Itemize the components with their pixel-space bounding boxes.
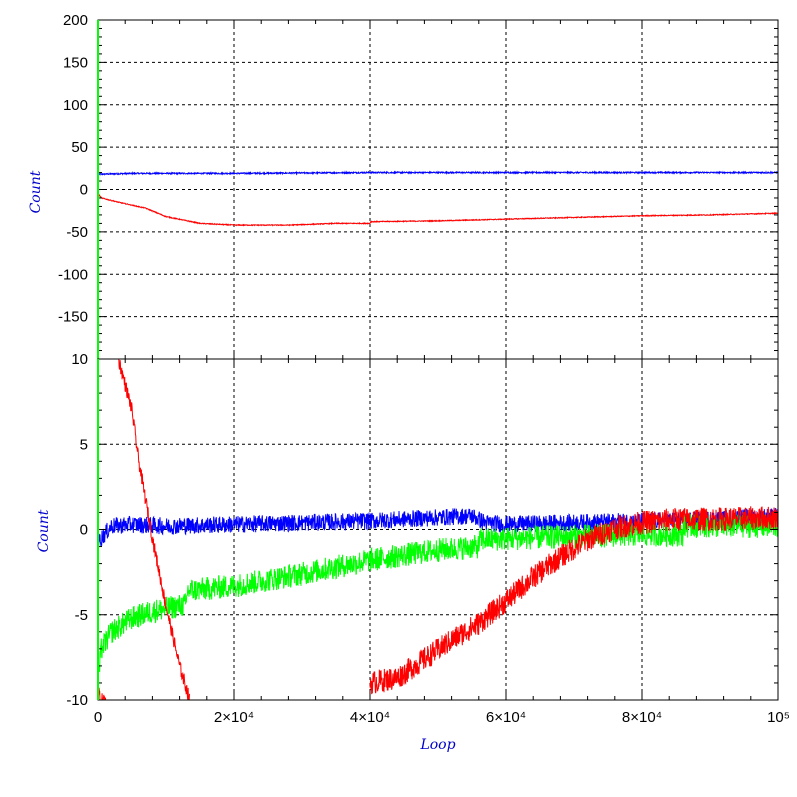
y-tick-label: 10: [71, 351, 88, 368]
x-axis-label: Loop: [419, 737, 455, 753]
series-group: [98, 170, 778, 227]
series-group: [98, 359, 778, 700]
x-tick-label: 6×10⁴: [486, 709, 526, 726]
bottom-panel: 10 5 0 -5 -10 0 2×10⁴ 4×10⁴ 6×10⁴ 8×10⁴ 10⁵: [66, 351, 790, 726]
data-series-line: [98, 683, 107, 700]
y-tick-label: 50: [71, 139, 88, 156]
x-tick-label: 8×10⁴: [622, 709, 662, 726]
data-series-line: [369, 506, 778, 695]
data-series-line: [98, 170, 778, 176]
y-tick-label: 0: [80, 182, 88, 199]
y-tick-label: 150: [63, 54, 88, 71]
y-tick-label: 200: [63, 12, 88, 29]
top-panel: 200 150 100 50 0 -50 -100 -150: [58, 12, 779, 360]
y-tick-label: -50: [66, 224, 88, 241]
y-tick-label: -5: [75, 607, 88, 624]
y-tick-label: 5: [80, 436, 88, 453]
data-series-line: [98, 193, 778, 227]
x-tick-label: 10⁵: [767, 709, 790, 726]
top-y-axis-label: Count: [28, 170, 44, 213]
y-tick-label: 0: [80, 522, 88, 539]
x-tick-label: 4×10⁴: [350, 709, 390, 726]
data-series-line: [98, 513, 778, 683]
y-tick-label: -10: [66, 692, 88, 709]
y-tick-label: -100: [58, 266, 88, 283]
x-tick-label: 2×10⁴: [214, 709, 254, 726]
bottom-y-axis-label: Count: [36, 509, 52, 552]
data-series-line: [118, 359, 191, 700]
y-tick-label: -150: [58, 309, 88, 326]
y-tick-label: 100: [63, 97, 88, 114]
x-tick-label: 0: [94, 709, 102, 726]
